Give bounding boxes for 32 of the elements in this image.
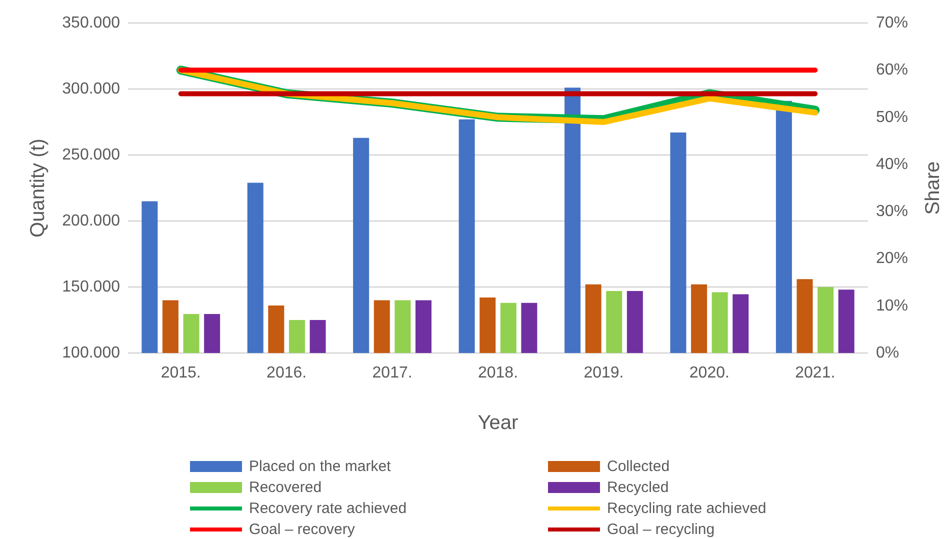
y-axis-title: Quantity (t) — [27, 138, 49, 238]
legend-label: Recovery rate achieved — [249, 500, 407, 517]
x-tick-label: 2021. — [795, 364, 836, 382]
x-tick-label: 2020. — [689, 364, 730, 382]
y-tick-label: 350.000 — [62, 14, 120, 32]
legend-label: Recycling rate achieved — [607, 500, 766, 517]
x-tick-label: 2017. — [372, 364, 412, 382]
y-tick-label: 150.000 — [62, 278, 120, 296]
y-tick-label: 250.000 — [62, 146, 120, 164]
y2-tick-label: 40% — [876, 156, 908, 173]
x-axis-title: Year — [478, 412, 519, 434]
y2-tick-label: 0% — [876, 344, 900, 362]
y2-tick-label: 50% — [876, 108, 908, 126]
y-tick-label: 200.000 — [62, 212, 120, 230]
x-tick-label: 2016. — [266, 364, 307, 382]
x-tick-label: 2019. — [584, 364, 624, 382]
x-tick-label: 2015. — [160, 364, 201, 382]
legend-label: Goal – recycling — [607, 521, 715, 538]
y2-tick-label: 60% — [876, 62, 908, 79]
y-tick-label: 300.000 — [62, 80, 120, 98]
y2-tick-label: 70% — [876, 14, 908, 32]
legend-label: Goal – recovery — [249, 521, 356, 538]
x-tick-label: 2018. — [478, 364, 518, 382]
legend-label: Recovered — [249, 479, 322, 496]
y2-tick-label: 30% — [876, 203, 908, 220]
legend-label: Recycled — [607, 479, 669, 496]
legend-label: Collected — [607, 458, 670, 475]
y-tick-label: 100.000 — [62, 344, 120, 362]
legend-label: Placed on the market — [249, 458, 392, 475]
y2-axis-title: Share — [922, 161, 944, 215]
y2-tick-label: 10% — [876, 297, 908, 314]
y2-tick-label: 20% — [876, 250, 908, 268]
